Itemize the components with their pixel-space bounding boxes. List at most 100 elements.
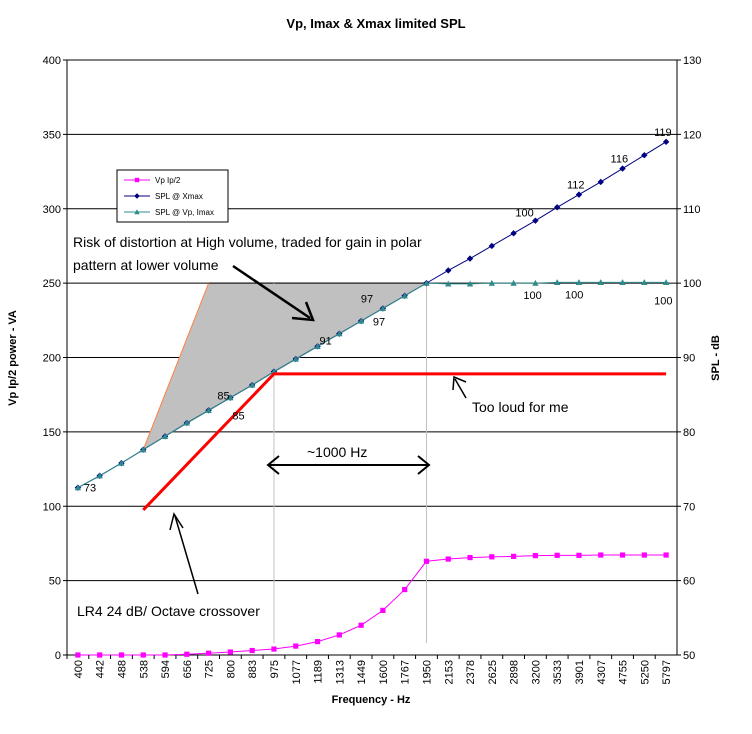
series-point	[379, 305, 387, 312]
series-point	[402, 586, 408, 593]
bandwidth-note: ~1000 Hz	[307, 444, 367, 460]
x-tick-label: 1449	[356, 660, 368, 684]
crossover-note: LR4 24 dB/ Octave crossover	[77, 603, 260, 619]
series-point	[598, 552, 604, 558]
series-point	[134, 193, 140, 199]
distortion-note-line2: pattern at lower volume	[73, 257, 219, 273]
x-tick-label: 3901	[574, 660, 586, 684]
series-point	[662, 138, 670, 146]
data-label: 116	[611, 154, 629, 166]
series-point	[75, 652, 81, 658]
y-tick-label-right: 100	[683, 278, 701, 290]
series-point	[445, 556, 451, 562]
left-axis: 0 50 100 150 200 250 300 350 400	[43, 55, 67, 662]
series-point	[74, 484, 82, 491]
legend: Vp Ip/2 SPL @ Xmax SPL @ Vp, Imax	[116, 169, 229, 223]
series-point	[206, 650, 212, 656]
distortion-note-line1: Risk of distortion at High volume, trade…	[73, 234, 422, 250]
right-axis-title: SPL - dB	[710, 335, 722, 381]
series-point	[227, 649, 233, 655]
x-tick-label: 5797	[661, 660, 673, 684]
series-point	[445, 267, 452, 274]
crossover-line	[142, 372, 667, 512]
x-tick-label: 2898	[509, 660, 521, 684]
y-tick-label-left: 250	[43, 278, 61, 290]
series-point	[597, 279, 604, 285]
y-tick-label-right: 110	[683, 204, 701, 216]
y-tick-label-left: 150	[43, 427, 61, 439]
data-label: 91	[320, 335, 332, 347]
series-point	[488, 279, 496, 286]
data-label: 100	[654, 295, 672, 307]
series-point	[466, 255, 474, 262]
data-label: 119	[654, 127, 672, 139]
legend-label-vpimax: SPL @ Vp, Imax	[155, 208, 214, 217]
x-axis: 400 442 488 538 594 656 725 800 883 975 1077 1189 13…	[66, 655, 673, 684]
y-tick-label-left: 400	[43, 55, 61, 67]
series-point	[575, 279, 583, 285]
y-tick-label-left: 300	[43, 204, 61, 216]
right-axis: 50 60 70 80 90 100 110 120 130	[677, 55, 701, 662]
chart-title: Vp, Imax & Xmax limited SPL	[286, 16, 465, 31]
series-point	[511, 553, 517, 559]
x-tick-label: 1600	[378, 660, 390, 684]
series-point	[576, 552, 582, 558]
x-axis-title: Frequency - Hz	[332, 694, 411, 706]
y-tick-label-right: 80	[683, 427, 695, 439]
series-point	[663, 552, 669, 558]
series-point	[401, 292, 408, 299]
legend-label-vp: Vp Ip/2	[155, 176, 181, 185]
series-point	[553, 204, 561, 211]
series-layer	[74, 138, 670, 658]
series-2	[74, 279, 670, 491]
y-tick-label-left: 50	[49, 576, 61, 588]
series-point	[118, 652, 125, 658]
distortion-arrow	[232, 264, 315, 322]
series-point	[184, 651, 190, 657]
series-point	[314, 639, 321, 645]
x-tick-label: 5250	[639, 660, 651, 684]
crossover-arrow	[169, 512, 199, 595]
series-point	[162, 652, 168, 658]
data-label: 100	[515, 208, 533, 220]
series-point	[271, 646, 277, 652]
series-point	[553, 279, 561, 285]
left-axis-title: Vp Ip/2 power - VA	[7, 310, 19, 406]
series-point	[336, 632, 342, 638]
x-tick-label: 800	[225, 660, 237, 678]
series-point	[423, 558, 430, 564]
series-point	[532, 279, 539, 286]
data-label: 73	[84, 483, 96, 495]
series-point	[380, 607, 386, 613]
x-tick-label: 2378	[465, 660, 477, 684]
series-point	[97, 652, 103, 658]
x-tick-label: 2625	[487, 660, 499, 684]
x-tick-label: 488	[116, 660, 128, 678]
series-point	[293, 643, 299, 649]
data-label: 85	[232, 411, 244, 423]
series-point	[423, 279, 430, 286]
series-point	[183, 419, 191, 426]
series-0	[75, 552, 669, 658]
data-label: 112	[567, 180, 585, 192]
series-point	[96, 472, 103, 479]
y-tick-label-right: 90	[683, 353, 695, 365]
x-tick-label: 1313	[334, 660, 346, 684]
x-tick-label: 975	[269, 660, 281, 678]
series-point	[118, 459, 125, 466]
y-tick-label-right: 120	[683, 129, 701, 141]
series-point	[619, 279, 626, 285]
series-line	[77, 281, 667, 489]
y-tick-label-left: 200	[43, 353, 61, 365]
series-point	[488, 242, 496, 250]
series-point	[466, 280, 474, 287]
x-tick-label: 2153	[443, 660, 455, 684]
series-point	[619, 552, 626, 558]
x-tick-label: 4755	[618, 660, 630, 684]
series-point	[619, 165, 626, 172]
series-point	[292, 355, 299, 362]
x-tick-label: 883	[247, 660, 259, 678]
x-tick-label: 3200	[530, 660, 542, 684]
